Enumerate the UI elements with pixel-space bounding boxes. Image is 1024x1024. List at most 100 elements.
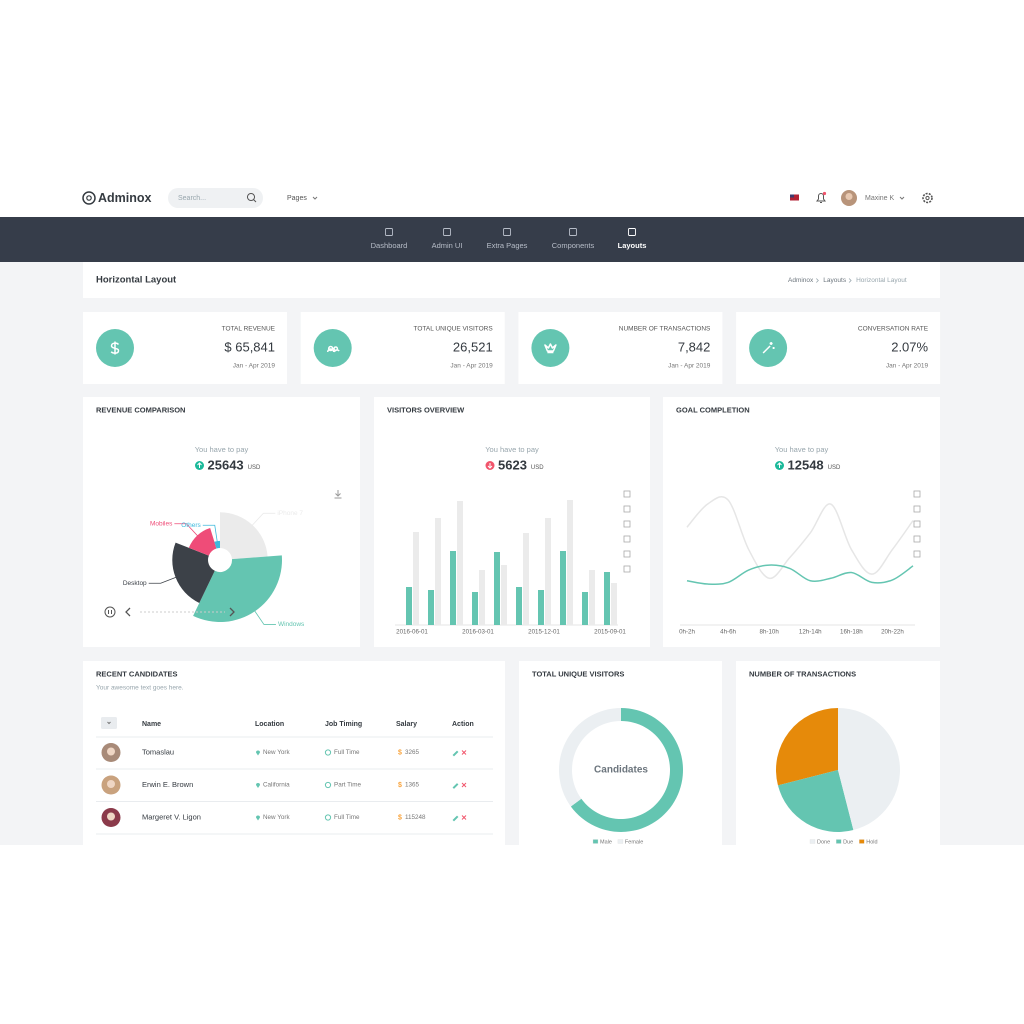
breadcrumb-item[interactable]: Adminox [788, 277, 814, 284]
breadcrumb-separator [816, 278, 819, 283]
candidate-location: New York [263, 814, 290, 821]
clock-icon [324, 814, 332, 821]
menu-pages[interactable]: Pages [287, 195, 307, 202]
stat-period: Jan - Apr 2019 [233, 363, 276, 370]
x-tick-label: 2016-03-01 [462, 629, 494, 636]
pie-slice [777, 770, 854, 833]
candidate-name: Tomaslau [142, 747, 174, 756]
trend-arrow [777, 462, 782, 468]
breadcrumb-separator [848, 278, 852, 283]
chart-tool-icon[interactable] [623, 565, 631, 573]
bar [516, 587, 522, 625]
stat-label: TOTAL REVENUE [222, 326, 276, 333]
candidate-salary: 1365 [405, 782, 420, 789]
x-tick-label: 4h-6h [720, 629, 736, 636]
x-tick-label: 2015-12-01 [528, 629, 560, 636]
candidate-location: California [263, 782, 290, 789]
stat-icon [762, 342, 775, 354]
stat-icon-bg [531, 329, 570, 367]
nav-item[interactable]: Components [552, 241, 595, 250]
pie-label-line [250, 512, 276, 528]
bar [523, 533, 529, 625]
chart-tool-icon[interactable] [913, 550, 921, 558]
bar [560, 551, 566, 625]
trend-arrow [487, 463, 493, 469]
edit-action[interactable] [452, 750, 459, 757]
chart-tool-icon[interactable] [623, 490, 631, 498]
pie-label-line [202, 524, 218, 545]
stat-period: Jan - Apr 2019 [450, 363, 493, 370]
select-caret [107, 721, 111, 725]
salary-currency: $ [398, 782, 402, 789]
logo-icon-inner [86, 195, 92, 201]
candidate-location: New York [263, 749, 290, 756]
title-panel [83, 262, 940, 298]
pie-center-hole [209, 549, 231, 571]
chart-amount: 5623 [498, 457, 527, 472]
user-name[interactable]: Maxine K [865, 195, 895, 202]
line-series [686, 496, 914, 580]
delete-action[interactable] [461, 782, 467, 788]
chart-unit: USD [248, 465, 261, 471]
nav-icon [569, 228, 577, 236]
legend-swatch [592, 839, 599, 844]
candidate-name: Erwin E. Brown [142, 780, 193, 789]
pie-label: Others [181, 522, 201, 529]
menu-caret [312, 196, 318, 200]
chart-tool-icon[interactable] [913, 520, 921, 528]
nav-item[interactable]: Extra Pages [487, 241, 528, 250]
chart-card [519, 661, 722, 845]
user-avatar-face [845, 193, 853, 200]
edit-action[interactable] [452, 815, 459, 822]
pie-slice [220, 512, 268, 560]
settings-icon-hub [925, 195, 930, 201]
nav-item[interactable]: Dashboard [371, 241, 408, 250]
clock-icon [324, 781, 332, 789]
delete-action[interactable] [461, 815, 467, 820]
nav-item[interactable]: Layouts [618, 241, 647, 250]
delete-action[interactable] [461, 750, 467, 755]
bar [450, 551, 456, 625]
pie-pause-button[interactable] [104, 606, 116, 618]
nav-item[interactable]: Admin UI [432, 241, 463, 250]
chart-tool-icon[interactable] [623, 520, 631, 528]
chart-tool-icon[interactable] [623, 535, 631, 543]
salary-currency: $ [398, 749, 402, 756]
pie-slice [172, 542, 215, 603]
stat-icon [326, 345, 340, 353]
search-box[interactable] [168, 188, 263, 208]
chart-tool-icon[interactable] [913, 535, 921, 543]
candidate-avatar-face [107, 812, 115, 821]
chart-tool-icon[interactable] [913, 490, 921, 498]
stat-label: NUMBER OF TRANSACTIONS [619, 326, 711, 333]
bar [406, 587, 412, 625]
legend-swatch [617, 839, 624, 844]
stat-icon [110, 341, 120, 355]
x-tick-label: 0h-2h [679, 629, 695, 636]
settings-icon[interactable] [922, 192, 933, 204]
x-tick-label: 16h-18h [840, 629, 863, 636]
chart-title: VISITORS OVERVIEW [387, 405, 465, 414]
chart-title: NUMBER OF TRANSACTIONS [749, 669, 856, 678]
nav-icon [628, 228, 636, 236]
chart-tool-icon[interactable] [913, 505, 921, 513]
stat-value: 26,521 [453, 339, 493, 354]
bar [428, 590, 434, 625]
pie-slice [776, 708, 838, 786]
chart-title: TOTAL UNIQUE VISITORS [532, 669, 624, 678]
edit-action[interactable] [452, 783, 459, 789]
chart-subtitle: You have to pay [195, 445, 249, 454]
x-tick-label: 2016-06-01 [396, 629, 428, 636]
breadcrumb-item[interactable]: Layouts [823, 277, 847, 284]
chart-tool-icon[interactable] [623, 505, 631, 513]
location-icon [256, 750, 260, 756]
candidate-timing: Full Time [334, 814, 360, 821]
location-icon [256, 815, 260, 821]
stat-icon [544, 343, 557, 354]
chart-tool-icon[interactable] [623, 550, 631, 558]
table-card [83, 661, 505, 845]
table-subtitle: Your awesome text goes here. [96, 685, 184, 692]
candidate-name: Margeret V. Ligon [142, 812, 201, 821]
pie-label-line [252, 608, 276, 625]
